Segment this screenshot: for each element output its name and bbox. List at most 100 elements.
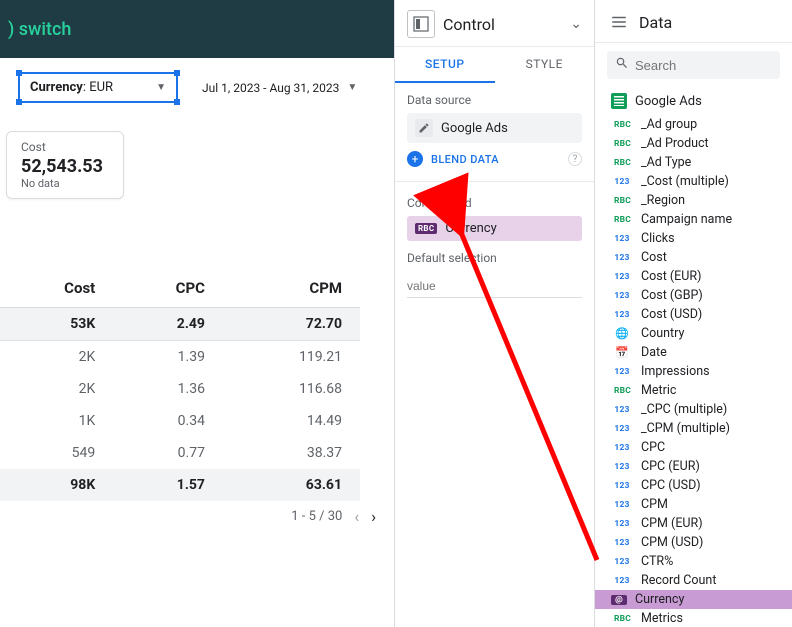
field-item[interactable]: 123_CPM (multiple) [595, 419, 792, 438]
field-label: CPC [641, 440, 665, 455]
field-type-badge: RBC [611, 386, 633, 396]
field-type-badge: 123 [611, 424, 633, 434]
field-item[interactable]: 🌐 Country [595, 324, 792, 343]
field-item[interactable]: 123CPC (USD) [595, 476, 792, 495]
date-range-control[interactable]: Jul 1, 2023 - Aug 31, 2023 ▼ [202, 81, 357, 95]
field-type-badge: 📅 [611, 346, 633, 359]
field-item[interactable]: 123_CPC (multiple) [595, 400, 792, 419]
field-type-badge: 123 [611, 253, 633, 263]
field-item[interactable]: RBC_Ad Product [595, 134, 792, 153]
field-item[interactable]: 123Clicks [595, 229, 792, 248]
field-type-badge: 123 [611, 405, 633, 415]
data-fields-panel: Data Google Ads RBC_Ad groupRBC_Ad Produ… [595, 0, 792, 627]
pager-text: 1 - 5 / 30 [291, 509, 342, 524]
search-box[interactable] [607, 51, 780, 79]
currency-control[interactable]: Currency: EUR ▼ [18, 72, 178, 103]
control-icon [407, 10, 435, 38]
field-label: Country [641, 326, 684, 341]
sheets-icon [611, 93, 627, 109]
default-selection-input[interactable] [407, 275, 582, 298]
field-item[interactable]: 123Cost (EUR) [595, 267, 792, 286]
field-item[interactable]: RBC_Ad Type [595, 153, 792, 172]
data-table[interactable]: Cost CPC CPM 53K 2.49 72.70 2K1.39119.21… [0, 269, 360, 501]
table-header: Cost [0, 269, 113, 308]
data-table-wrap: Cost CPC CPM 53K 2.49 72.70 2K1.39119.21… [0, 269, 394, 532]
control-properties-panel: Control ⌄ SETUP STYLE Data source Google… [395, 0, 595, 627]
field-item[interactable]: 123CPM (EUR) [595, 514, 792, 533]
field-item[interactable]: 123CPC [595, 438, 792, 457]
field-label: _Ad Product [641, 136, 709, 151]
table-row: 2K1.36116.68 [0, 373, 360, 405]
field-label: CPC (USD) [641, 478, 701, 493]
field-type-badge: RBC [415, 223, 437, 234]
report-header: ) switch [0, 0, 394, 58]
field-label: Impressions [641, 364, 710, 379]
field-type-badge: 123 [611, 519, 633, 529]
field-item[interactable]: 123Cost [595, 248, 792, 267]
chevron-down-icon: ▼ [156, 82, 166, 93]
scorecard-value: 52,543.53 [21, 156, 109, 177]
field-item[interactable]: @Currency [595, 590, 792, 609]
help-icon[interactable]: ? [568, 152, 582, 166]
field-item[interactable]: 123CPC (EUR) [595, 457, 792, 476]
field-type-badge: 123 [611, 462, 633, 472]
add-icon[interactable]: + [407, 151, 423, 167]
control-field-label: Control field [407, 196, 582, 210]
table-row: 1K0.3414.49 [0, 405, 360, 437]
field-type-badge: RBC [611, 120, 633, 130]
field-item[interactable]: 123CPM [595, 495, 792, 514]
data-source-label: Data source [407, 93, 582, 107]
field-label: Campaign name [641, 212, 732, 227]
data-source-chip[interactable]: Google Ads [407, 113, 582, 143]
field-item[interactable]: RBC_Ad group [595, 115, 792, 134]
data-source-name: Google Ads [441, 121, 508, 136]
blend-data-button[interactable]: BLEND DATA [431, 153, 560, 166]
style-tab[interactable]: STYLE [495, 47, 595, 83]
table-cell: 98K [0, 469, 113, 501]
table-cell: 72.70 [223, 308, 360, 341]
field-type-badge: RBC [611, 158, 633, 168]
field-item[interactable]: 123Cost (GBP) [595, 286, 792, 305]
cost-scorecard[interactable]: Cost 52,543.53 No data [6, 131, 124, 199]
field-type-badge: RBC [611, 215, 633, 225]
field-type-badge: 123 [611, 310, 633, 320]
field-item[interactable]: 📅Date [595, 343, 792, 362]
data-source-row[interactable]: Google Ads [595, 87, 792, 115]
field-type-badge: 123 [611, 500, 633, 510]
report-title: ) switch [8, 19, 71, 40]
field-item[interactable]: 123 Cost (USD) [595, 305, 792, 324]
control-field-name: Currency [445, 221, 496, 236]
field-item[interactable]: RBCMetrics [595, 609, 792, 627]
setup-tab[interactable]: SETUP [395, 47, 495, 83]
field-label: Metric [641, 383, 676, 398]
field-type-badge: 123 [611, 557, 633, 567]
field-item[interactable]: 123 Impressions [595, 362, 792, 381]
field-item[interactable]: 123CPM (USD) [595, 533, 792, 552]
table-row: 2K1.39119.21 [0, 341, 360, 374]
field-item[interactable]: 123_Cost (multiple) [595, 172, 792, 191]
date-range-text: Jul 1, 2023 - Aug 31, 2023 [202, 81, 339, 95]
table-cell: 53K [0, 308, 113, 341]
edit-icon[interactable] [415, 119, 433, 137]
field-type-badge: RBC [611, 196, 633, 206]
field-type-badge: 123 [611, 367, 633, 377]
pager-next-icon[interactable]: › [371, 507, 376, 526]
chevron-down-icon: ▼ [347, 82, 357, 93]
table-cell: 2.49 [113, 308, 223, 341]
field-label: CPM (USD) [641, 535, 703, 550]
field-type-badge: 🌐 [611, 327, 633, 340]
panel-title: Control [443, 15, 562, 34]
field-item[interactable]: RBC _Region [595, 191, 792, 210]
pager-prev-icon[interactable]: ‹ [354, 507, 359, 526]
control-field-chip[interactable]: RBC Currency [407, 216, 582, 241]
currency-control-label: Currency [30, 80, 83, 95]
search-input[interactable] [635, 58, 792, 73]
field-item[interactable]: RBC Campaign name [595, 210, 792, 229]
chevron-down-icon[interactable]: ⌄ [570, 16, 582, 32]
field-item[interactable]: RBC Metric [595, 381, 792, 400]
data-panel-title: Data [639, 13, 672, 32]
field-label: _Region [641, 193, 685, 208]
field-item[interactable]: 123Record Count [595, 571, 792, 590]
field-label: Cost (USD) [641, 307, 702, 322]
field-item[interactable]: 123CTR% [595, 552, 792, 571]
